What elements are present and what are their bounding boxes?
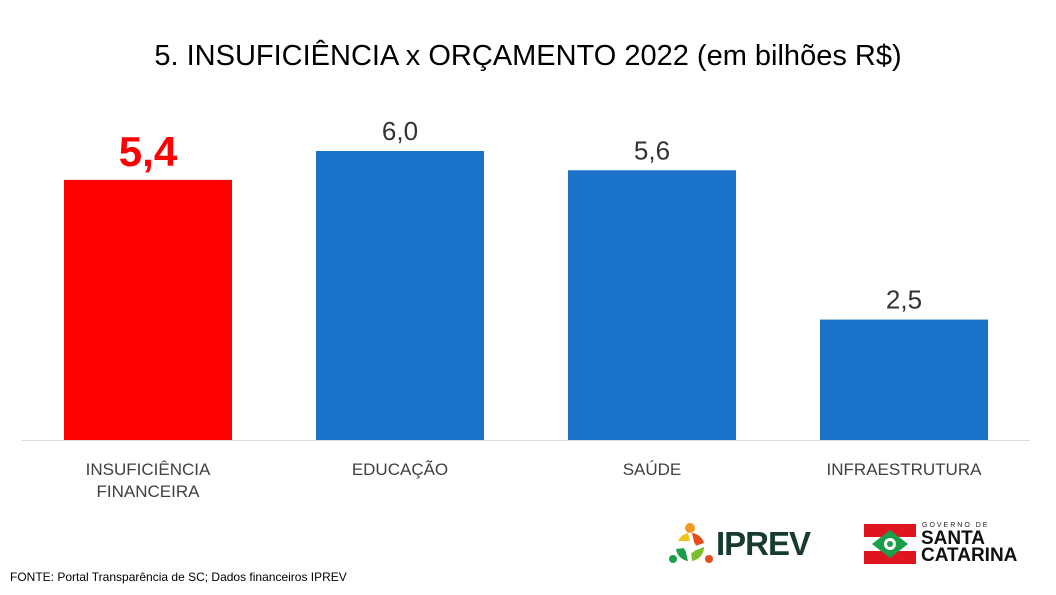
- data-label-3: 5,6: [634, 135, 670, 165]
- category-label-2: EDUCAÇÃO: [352, 460, 448, 479]
- bar-2: [316, 151, 484, 440]
- bar-3: [568, 170, 736, 440]
- iprev-logo-text: IPREV: [716, 525, 811, 562]
- data-label-2: 6,0: [382, 116, 418, 146]
- category-label-3: SAÚDE: [623, 460, 682, 479]
- bar-chart: 5,4 INSUFICIÊNCIA FINANCEIRA 6,0 EDUCAÇÃO 5,6…: [22, 116, 1030, 501]
- source-note: FONTE: Portal Transparência de SC; Dados…: [10, 570, 347, 584]
- sc-logo-small-text: GOVERNO DE: [922, 522, 990, 529]
- sc-logo-line2: CATARINA: [921, 545, 1018, 566]
- bar-4: [820, 319, 988, 440]
- data-label-4: 2,5: [886, 285, 922, 315]
- sc-flag-icon: [864, 524, 916, 564]
- sc-logo-line1: SANTA: [921, 528, 986, 549]
- bar-1: [64, 179, 232, 440]
- category-label-4: INFRAESTRUTURA: [827, 460, 983, 479]
- data-label-1: 5,4: [119, 128, 178, 175]
- page-title: 5. INSUFICIÊNCIA x ORÇAMENTO 2022 (em bi…: [154, 40, 902, 72]
- category-label-1: INSUFICIÊNCIA FINANCEIRA: [86, 460, 211, 501]
- iprev-circle-icon: [669, 523, 713, 563]
